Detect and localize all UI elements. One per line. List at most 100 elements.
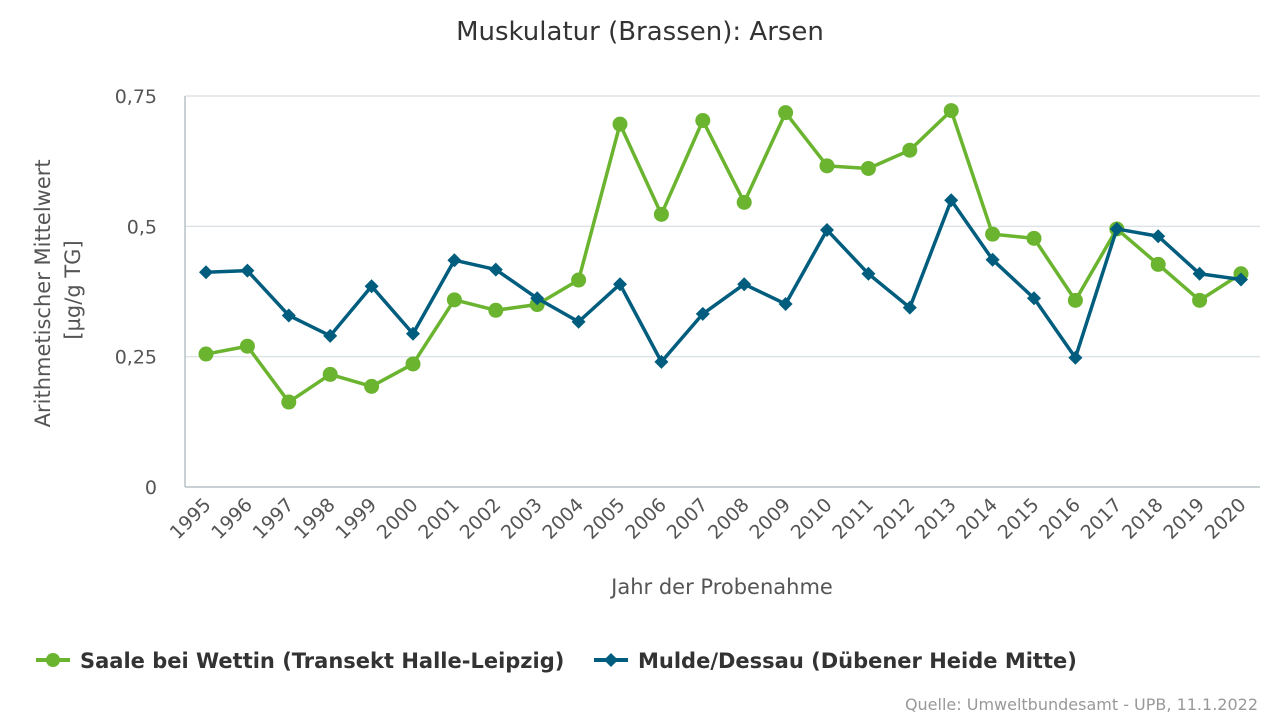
data-point[interactable] <box>198 346 214 362</box>
x-tick-label: 2010 <box>787 494 837 544</box>
legend-label-mulde: Mulde/Dessau (Dübener Heide Mitte) <box>638 649 1077 673</box>
x-tick-label: 2002 <box>456 494 506 544</box>
data-point[interactable] <box>446 292 462 308</box>
x-tick-label: 2018 <box>1118 494 1168 544</box>
data-point[interactable] <box>406 326 420 341</box>
data-point[interactable] <box>778 105 794 121</box>
data-point[interactable] <box>281 308 296 323</box>
data-point[interactable] <box>778 297 793 312</box>
data-point[interactable] <box>736 194 752 210</box>
legend-item-saale[interactable]: Saale bei Wettin (Transekt Halle-Leipzig… <box>36 649 564 673</box>
x-tick-label: 2019 <box>1159 494 1209 544</box>
data-point[interactable] <box>820 222 834 237</box>
legend: Saale bei Wettin (Transekt Halle-Leipzig… <box>36 649 1077 673</box>
x-tick-label: 1995 <box>166 494 216 544</box>
data-point[interactable] <box>447 253 462 268</box>
y-tick-label: 0,75 <box>115 86 157 108</box>
data-point[interactable] <box>860 160 876 176</box>
data-point[interactable] <box>571 314 586 329</box>
data-point[interactable] <box>737 277 752 292</box>
data-point[interactable] <box>364 279 379 294</box>
data-point[interactable] <box>571 272 587 288</box>
data-point[interactable] <box>612 116 628 132</box>
x-tick-label: 2016 <box>1035 494 1085 544</box>
data-point[interactable] <box>613 277 627 292</box>
x-tick-label: 2006 <box>621 494 671 544</box>
y-tick-label: 0,25 <box>115 347 157 369</box>
legend-marker-mulde <box>604 653 618 667</box>
data-point[interactable] <box>654 354 669 369</box>
x-tick-label: 2004 <box>538 494 588 544</box>
x-tick-label: 1997 <box>249 494 299 544</box>
data-point[interactable] <box>322 366 338 382</box>
data-point[interactable] <box>239 338 255 354</box>
data-point[interactable] <box>695 113 711 129</box>
data-point[interactable] <box>488 302 504 318</box>
x-tick-label: 2020 <box>1201 494 1251 544</box>
data-point[interactable] <box>1067 292 1083 308</box>
y-axis-label-line1: Arithmetischer Mittelwert <box>31 159 55 427</box>
legend-item-mulde[interactable]: Mulde/Dessau (Dübener Heide Mitte) <box>594 649 1077 673</box>
x-tick-label: 2009 <box>745 494 795 544</box>
data-point[interactable] <box>1150 256 1166 272</box>
data-point[interactable] <box>944 193 959 208</box>
x-tick-label: 2001 <box>414 494 464 544</box>
source-note: Quelle: Umweltbundesamt - UPB, 11.1.2022 <box>905 695 1258 714</box>
y-axis-label-line2: [µg/g TG] <box>61 240 85 339</box>
data-point[interactable] <box>861 266 876 281</box>
chart-title: Muskulatur (Brassen): Arsen <box>456 17 824 47</box>
x-tick-label: 2000 <box>373 494 423 544</box>
data-point[interactable] <box>323 328 338 343</box>
x-tick-label: 2003 <box>497 494 547 544</box>
data-point[interactable] <box>653 206 669 222</box>
data-point[interactable] <box>1026 230 1042 246</box>
data-point[interactable] <box>985 252 1000 267</box>
data-point[interactable] <box>902 142 918 158</box>
data-point[interactable] <box>1109 221 1124 236</box>
x-tick-label: 2007 <box>663 494 713 544</box>
x-tick-label: 1999 <box>331 494 381 544</box>
x-tick-label: 2017 <box>1077 494 1127 544</box>
series-0 <box>198 103 1249 410</box>
x-tick-label: 2015 <box>994 494 1044 544</box>
x-tick-label: 2013 <box>911 494 961 544</box>
data-point[interactable] <box>985 226 1001 242</box>
data-point[interactable] <box>1192 266 1207 281</box>
data-point[interactable] <box>530 291 545 306</box>
data-point[interactable] <box>1151 229 1166 244</box>
x-axis-ticks: 1995199619971998199920002001200220032004… <box>166 494 1251 544</box>
series-line-1 <box>205 198 1242 364</box>
x-tick-label: 2014 <box>952 494 1002 544</box>
data-point[interactable] <box>488 262 503 277</box>
legend-marker-saale <box>46 653 60 667</box>
data-point[interactable] <box>943 103 959 119</box>
data-point[interactable] <box>902 300 917 315</box>
series-1 <box>199 193 1248 369</box>
data-point[interactable] <box>240 263 255 278</box>
y-axis-label: Arithmetischer Mittelwert [µg/g TG] <box>31 153 85 428</box>
series-layer <box>198 103 1249 410</box>
data-point[interactable] <box>695 306 710 321</box>
data-point[interactable] <box>199 265 213 280</box>
data-point[interactable] <box>1192 292 1208 308</box>
data-point[interactable] <box>1027 291 1041 306</box>
x-tick-label: 2012 <box>870 494 920 544</box>
data-point[interactable] <box>819 158 835 174</box>
data-point[interactable] <box>364 378 380 394</box>
data-point[interactable] <box>1068 350 1083 365</box>
series-line-0 <box>205 108 1242 404</box>
legend-label-saale: Saale bei Wettin (Transekt Halle-Leipzig… <box>80 649 564 673</box>
x-tick-label: 2005 <box>580 494 630 544</box>
data-point[interactable] <box>281 394 297 410</box>
data-point[interactable] <box>1234 272 1248 287</box>
data-point[interactable] <box>405 356 421 372</box>
x-axis-label: Jahr der Probenahme <box>609 575 833 599</box>
x-tick-label: 1998 <box>290 494 340 544</box>
x-tick-label: 2008 <box>704 494 754 544</box>
x-tick-label: 2011 <box>828 494 878 544</box>
grid-layer <box>184 95 1260 488</box>
y-tick-label: 0,5 <box>127 216 157 238</box>
y-tick-label: 0 <box>145 477 157 499</box>
x-tick-label: 1996 <box>207 494 257 544</box>
